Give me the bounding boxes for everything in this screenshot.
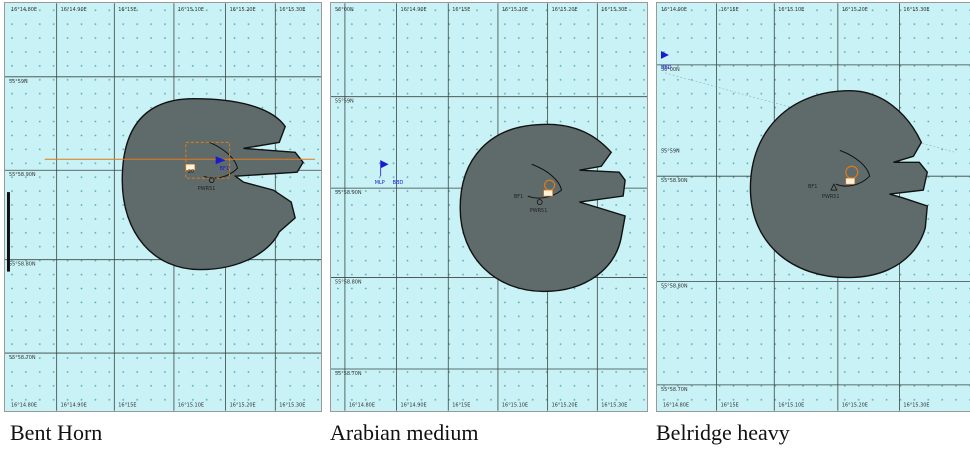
map-canvas[interactable]: 16°14.90E 16°15E 16°15.10E 16°15.20E 16°…: [657, 3, 970, 411]
slick-contour: [835, 149, 871, 187]
svg-text:56°00N: 56°00N: [335, 7, 354, 13]
svg-text:16°15.10E: 16°15.10E: [778, 403, 804, 409]
svg-text:55°58.90N: 55°58.90N: [335, 190, 362, 196]
map-canvas[interactable]: 56°00N 16°14.90E 16°15E 16°15.10E 16°15.…: [331, 3, 647, 411]
svg-text:55°58.80N: 55°58.80N: [661, 283, 688, 289]
platform-marker[interactable]: [185, 163, 196, 171]
svg-text:16°15.20E: 16°15.20E: [842, 7, 868, 13]
platform-label: 20: [188, 169, 194, 175]
svg-text:16°14.90E: 16°14.90E: [661, 7, 687, 13]
svg-text:16°14.80E: 16°14.80E: [11, 7, 37, 13]
left-tick-labels: 55°59N 55°58.90N 55°58.80N 55°58.70N: [335, 99, 362, 377]
svg-text:16°15.20E: 16°15.20E: [230, 403, 256, 409]
svg-text:16°14.90E: 16°14.90E: [61, 403, 87, 409]
bf1-label: BF1: [808, 184, 817, 190]
svg-text:16°14.90E: 16°14.90E: [401, 7, 427, 13]
svg-text:55°58.80N: 55°58.80N: [335, 280, 362, 286]
well-label: PWR51: [822, 194, 840, 200]
blue-flag-icon: [660, 50, 669, 59]
svg-text:16°15.10E: 16°15.10E: [178, 403, 204, 409]
mlp-label: MLP: [375, 180, 385, 186]
platform-marker[interactable]: [845, 177, 856, 185]
svg-text:16°14.90E: 16°14.90E: [401, 403, 427, 409]
svg-text:16°15.20E: 16°15.20E: [552, 403, 578, 409]
svg-text:55°59N: 55°59N: [9, 79, 28, 85]
map-panel-arabian-medium[interactable]: 56°00N 16°14.90E 16°15E 16°15.10E 16°15.…: [330, 2, 648, 412]
svg-text:16°15.20E: 16°15.20E: [230, 7, 256, 13]
bottom-tick-labels: 16°14.80E 16°15E 16°15.10E 16°15.20E 16°…: [663, 403, 930, 409]
top-tick-labels: 16°14.80E 16°14.90E 16°15E 16°15.10E 16°…: [11, 7, 305, 13]
svg-text:16°14.90E: 16°14.90E: [61, 7, 87, 13]
well-marker[interactable]: [830, 183, 838, 191]
map-panel-belridge-heavy[interactable]: 16°14.90E 16°15E 16°15.10E 16°15.20E 16°…: [656, 2, 970, 412]
bottom-tick-labels: 16°14.80E 16°14.90E 16°15E 16°15.10E 16°…: [11, 403, 305, 409]
panel-caption: Belridge heavy: [656, 420, 790, 445]
svg-text:16°15.30E: 16°15.30E: [601, 403, 627, 409]
svg-text:16°15.30E: 16°15.30E: [903, 403, 929, 409]
oil-slick: [121, 97, 304, 271]
svg-text:55°58.90N: 55°58.90N: [661, 178, 688, 184]
svg-text:16°14.80E: 16°14.80E: [11, 403, 37, 409]
bottom-tick-labels: 16°14.80E 16°14.90E 16°15E 16°15.10E 16°…: [349, 403, 627, 409]
svg-text:16°15.20E: 16°15.20E: [552, 7, 578, 13]
svg-text:16°15E: 16°15E: [721, 403, 739, 409]
blue-flag-icon: [215, 156, 226, 165]
well-marker[interactable]: [536, 199, 543, 205]
left-tick-labels: 56°00N 55°59N 55°58.90N 55°58.80N 55°58.…: [661, 67, 688, 393]
bf1-label: BF1: [514, 194, 523, 200]
left-edge-bar: [6, 192, 10, 272]
svg-text:16°15.30E: 16°15.30E: [903, 7, 929, 13]
map-canvas[interactable]: 16°14.80E 16°14.90E 16°15E 16°15.10E 16°…: [5, 3, 321, 411]
svg-text:16°15.10E: 16°15.10E: [178, 7, 204, 13]
oil-slick: [749, 90, 929, 279]
well-marker[interactable]: [208, 177, 215, 184]
svg-text:55°59N: 55°59N: [661, 148, 680, 154]
top-tick-labels: 56°00N 16°14.90E 16°15E 16°15.10E 16°15.…: [335, 7, 627, 13]
bbd-label: BBD: [661, 65, 672, 71]
svg-text:16°15.10E: 16°15.10E: [778, 7, 804, 13]
oil-slick: [459, 123, 626, 293]
grid-lines: [657, 3, 970, 411]
svg-text:55°59N: 55°59N: [335, 99, 354, 105]
slick-contour: [527, 163, 563, 199]
svg-text:16°15E: 16°15E: [721, 7, 739, 13]
svg-text:55°58.90N: 55°58.90N: [9, 172, 36, 178]
svg-text:16°15E: 16°15E: [452, 7, 470, 13]
svg-text:55°58.70N: 55°58.70N: [9, 355, 36, 361]
well-label: PWR51: [530, 208, 548, 214]
panel-caption: Arabian medium: [330, 420, 479, 445]
selection-box[interactable]: [185, 141, 231, 179]
map-panel-bent-horn[interactable]: 16°14.80E 16°14.90E 16°15E 16°15.10E 16°…: [4, 2, 322, 412]
svg-text:16°15E: 16°15E: [118, 403, 136, 409]
svg-text:55°58.70N: 55°58.70N: [335, 371, 362, 377]
svg-text:55°58.80N: 55°58.80N: [9, 262, 36, 268]
svg-text:16°15.30E: 16°15.30E: [279, 7, 305, 13]
bbd-label: BBD: [393, 180, 404, 186]
svg-text:16°15.10E: 16°15.10E: [502, 7, 528, 13]
svg-text:16°14.80E: 16°14.80E: [349, 403, 375, 409]
svg-text:16°15.30E: 16°15.30E: [601, 7, 627, 13]
platform-marker[interactable]: [543, 189, 553, 197]
left-tick-labels: 55°59N 55°58.90N 55°58.80N 55°58.70N: [9, 79, 36, 361]
svg-text:55°58.70N: 55°58.70N: [661, 387, 688, 393]
svg-text:16°14.80E: 16°14.80E: [663, 403, 689, 409]
panel-caption: Bent Horn: [10, 420, 103, 445]
bf1-label: BF1: [220, 166, 229, 172]
top-tick-labels: 16°14.90E 16°15E 16°15.10E 16°15.20E 16°…: [661, 7, 930, 13]
svg-text:16°15.20E: 16°15.20E: [842, 403, 868, 409]
svg-text:56°00N: 56°00N: [661, 67, 680, 73]
blue-flag-icon: [380, 160, 389, 169]
well-label: PWR51: [198, 186, 216, 192]
svg-text:16°15.30E: 16°15.30E: [279, 403, 305, 409]
svg-text:16°15.10E: 16°15.10E: [502, 403, 528, 409]
svg-text:16°15E: 16°15E: [452, 403, 470, 409]
svg-text:16°15E: 16°15E: [118, 7, 136, 13]
